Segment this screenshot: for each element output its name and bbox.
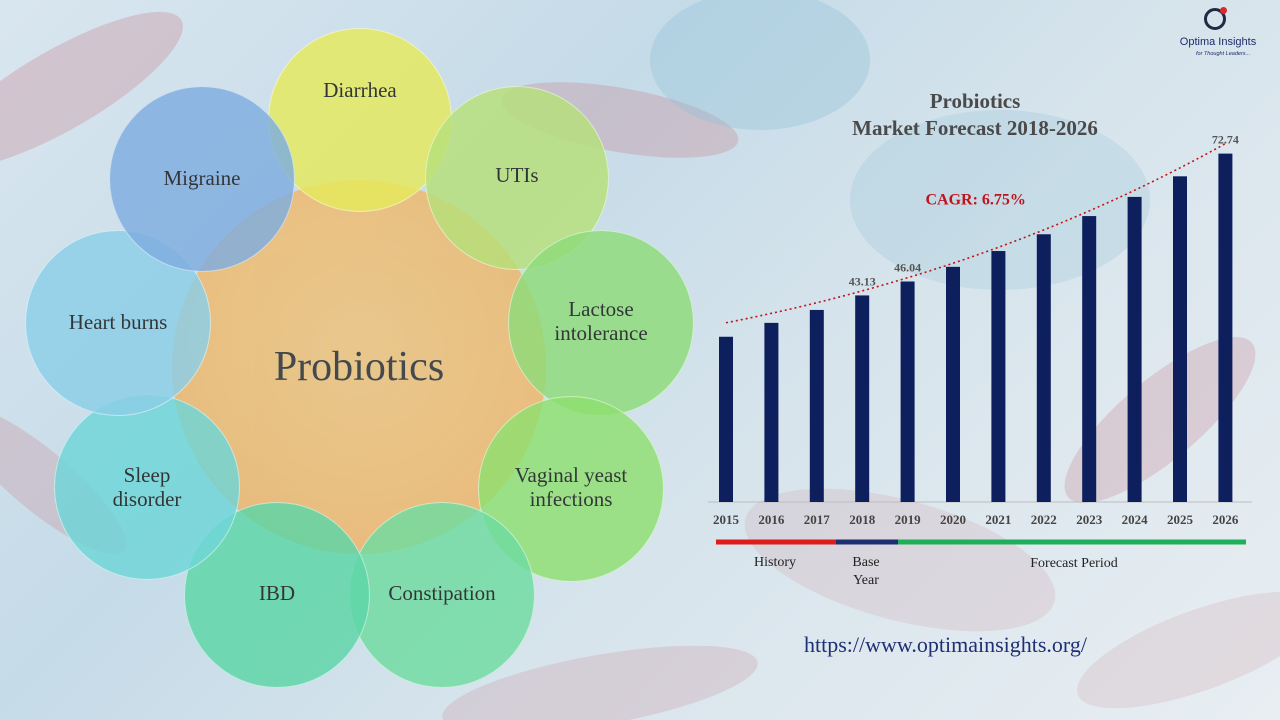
data-label: 46.04 [894,260,921,274]
chart-title-line2: Market Forecast 2018-2026 [852,116,1098,140]
probiotics-diagram: Probiotics Diarrhea UTIs Lactose intoler… [25,28,694,688]
data-label: 43.13 [849,274,876,288]
bar [900,281,915,502]
bubble-label: Lactose intolerance [554,296,648,345]
cagr-label: CAGR: 6.75% [925,192,1025,209]
x-tick-label: 2023 [1076,512,1103,527]
bar [1082,216,1097,502]
period-label-forecast: Forecast Period [1030,556,1117,571]
x-tick-label: 2017 [804,512,831,527]
period-label-base-year: Year [853,573,879,588]
bubble-ibd: IBD [184,502,370,688]
logo-icon [1204,7,1227,30]
website-link[interactable]: https://www.optimainsights.org/ [804,632,1087,657]
bubble-label: Vaginal yeast infections [514,462,628,511]
x-tick-label: 2018 [849,512,876,527]
bar [1218,153,1233,502]
bubble-label: IBD [258,580,296,605]
x-tick-label: 2026 [1212,512,1239,527]
x-tick-label: 2025 [1167,512,1194,527]
trend-line [725,142,1226,324]
bar [719,336,733,502]
x-tick-label: 2021 [985,512,1011,527]
x-tick-label: 2015 [713,512,740,527]
bubble-constipation: Constipation [349,502,535,688]
bubble-label: Heart burns [68,309,168,334]
logo-name: Optima Insights [1179,36,1257,48]
bubble-label: Constipation [388,580,496,605]
data-label: 72.74 [1212,133,1239,147]
bubble-label: Sleep disorder [112,462,182,511]
bubble-sleep-disorder: Sleep disorder [54,394,240,580]
x-tick-label: 2020 [940,512,966,527]
bar [946,266,960,502]
bar [764,322,779,502]
x-tick-label: 2019 [895,512,922,527]
bar [809,309,824,502]
bubble-vaginal-yeast-infections: Vaginal yeast infections [478,396,664,582]
company-logo: Optima Insights for Thought Leaders... [1168,6,1278,66]
bubble-diarrhea: Diarrhea [268,28,452,212]
center-label: Probiotics [273,344,445,390]
logo-tagline: for Thought Leaders... [1196,51,1251,57]
market-forecast-chart: 2015 2016 2017 2018 43.13 2019 46.04 2020 2021 20… [708,133,1252,588]
bar [1036,234,1051,502]
bubble-label: Diarrhea [323,77,397,102]
bubble-migraine: Migraine [109,86,295,272]
chart-title: Probiotics Market Forecast 2018-2026 [780,88,1170,142]
x-tick-label: 2022 [1031,512,1057,527]
bubble-label: UTIs [495,162,539,187]
period-label-history: History [754,555,796,570]
chart-title-line1: Probiotics [929,89,1021,113]
bar [991,251,1006,502]
period-label-base-year: Base [852,555,879,570]
x-tick-label: 2016 [758,512,785,527]
bar [1173,176,1187,502]
bar [855,295,870,502]
bubble-lactose-intolerance: Lactose intolerance [508,230,694,416]
x-tick-label: 2024 [1122,512,1149,527]
bar [1127,196,1142,502]
bubble-label: Migraine [163,165,241,190]
